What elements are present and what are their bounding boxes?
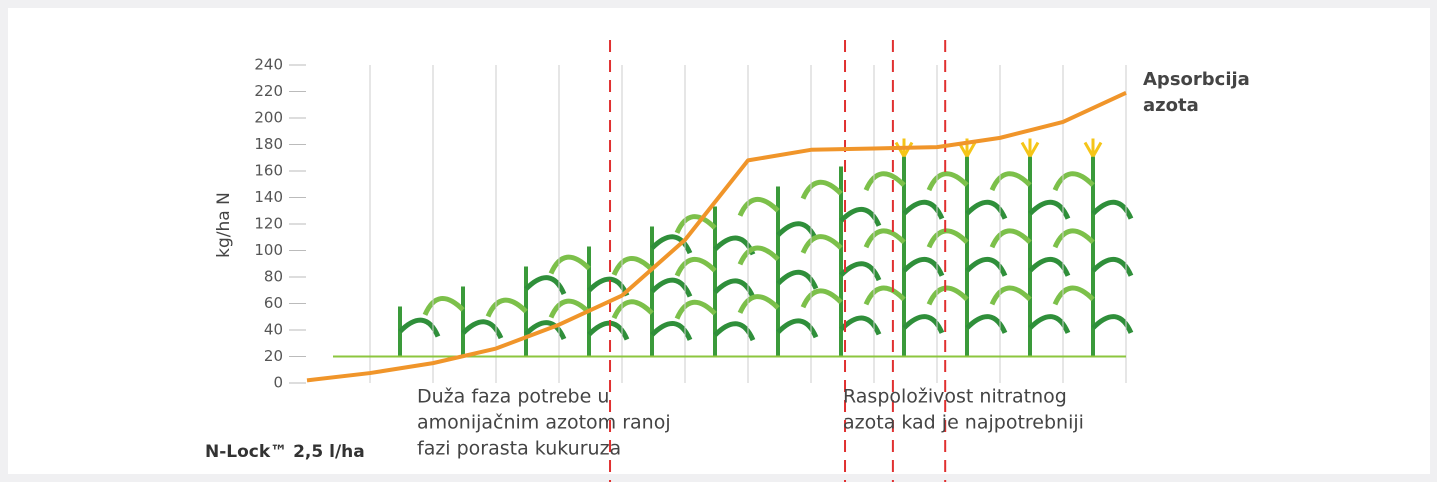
footnote: N-Lock™ 2,5 l/ha	[205, 442, 365, 462]
y-tick-label: 120	[254, 215, 283, 233]
y-tick-label: 200	[254, 109, 283, 127]
y-tick-label: 0	[273, 374, 283, 392]
annotation: azota kad je najpotrebniji	[843, 412, 1084, 434]
annotation: Raspoloživost nitratnog	[843, 386, 1067, 408]
y-tick-label: 140	[254, 188, 283, 206]
series-label: azota	[1143, 95, 1199, 116]
y-tick-label: 20	[264, 347, 283, 365]
chart: kg/ha N N-Lock™ 2,5 l/ha 0 20 40 60 80 100 120…	[0, 0, 1437, 482]
y-tick-label: 220	[254, 82, 283, 100]
y-tick-label: 160	[254, 162, 283, 180]
annotation: amonijačnim azotom ranoj	[417, 412, 671, 434]
y-tick-label: 80	[264, 268, 283, 286]
y-axis-label: kg/ha N	[214, 192, 234, 258]
annotation: Duža faza potrebe u	[417, 386, 609, 408]
y-tick-label: 40	[264, 321, 283, 339]
y-tick-label: 240	[254, 56, 283, 74]
page: kg/ha N N-Lock™ 2,5 l/ha 0 20 40 60 80 100 120…	[0, 0, 1437, 482]
y-tick-label: 180	[254, 135, 283, 153]
series-label: Apsorbcija	[1143, 69, 1250, 90]
annotation: fazi porasta kukuruza	[417, 438, 621, 460]
y-tick-label: 100	[254, 241, 283, 259]
y-tick-label: 60	[264, 294, 283, 312]
